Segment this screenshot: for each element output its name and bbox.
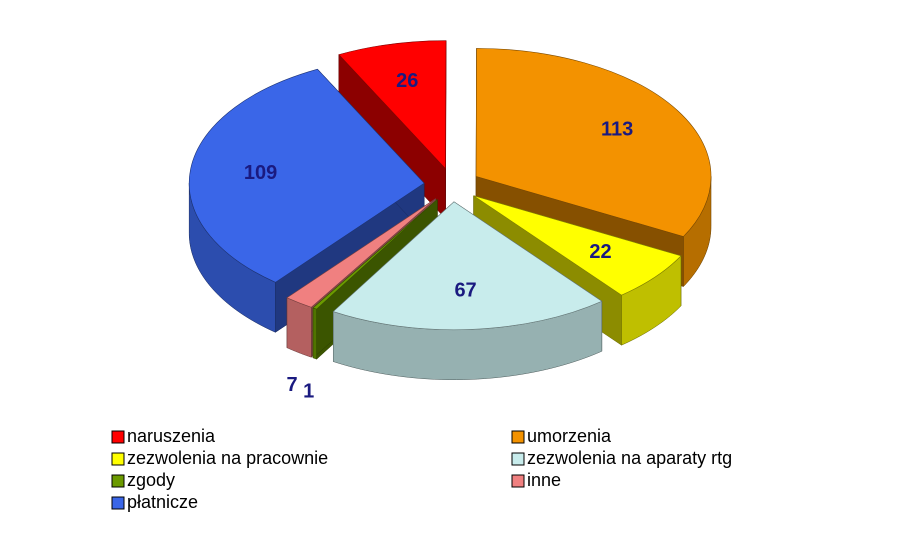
slice-top — [475, 48, 712, 237]
slice-top — [286, 198, 436, 308]
legend-label: inne — [527, 470, 561, 490]
legend-swatch — [111, 452, 125, 466]
legend-label: płatnicze — [127, 492, 198, 512]
slice — [332, 201, 603, 381]
value-label: 22 — [589, 241, 611, 263]
value-label: 1 — [303, 380, 314, 402]
value-label: 109 — [244, 162, 277, 184]
slice-top — [188, 68, 425, 283]
legend-swatch — [511, 474, 525, 488]
legend-label: naruszenia — [127, 426, 216, 446]
slice-top — [312, 199, 438, 310]
legend-swatch — [111, 430, 125, 444]
legend-swatch — [511, 452, 525, 466]
legend-swatch — [111, 496, 125, 510]
value-label: 113 — [601, 119, 633, 141]
legend-swatch — [111, 474, 125, 488]
legend-label: zezwolenia na pracownie — [127, 448, 328, 468]
slice-top — [332, 201, 603, 331]
pie: 26 113 22 67 17 109 — [188, 40, 712, 402]
legend-swatch — [511, 430, 525, 444]
value-label: 7 — [286, 374, 297, 396]
slice-wall — [312, 307, 317, 360]
slice-wall — [286, 297, 312, 358]
value-label: 67 — [454, 279, 476, 301]
legend-label: zgody — [127, 470, 175, 490]
legend-label: zezwolenia na aparaty rtg — [527, 448, 732, 468]
slice-top — [338, 40, 447, 170]
value-label: 26 — [396, 70, 418, 92]
legend-label: umorzenia — [527, 426, 612, 446]
slice-top — [473, 195, 682, 296]
legend: naruszenia umorzenia zezwolenia na pracown… — [111, 426, 732, 512]
